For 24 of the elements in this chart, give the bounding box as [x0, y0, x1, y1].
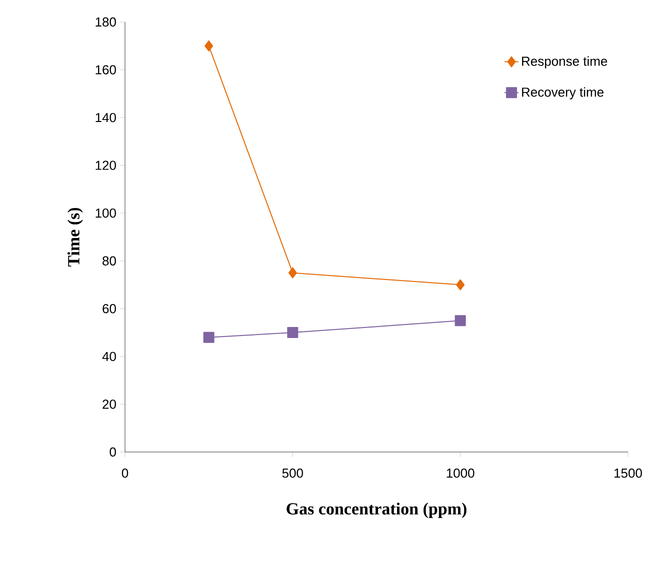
point: [456, 279, 465, 290]
y-tick-label: 0: [110, 447, 116, 457]
y-tick-label: 20: [102, 400, 116, 409]
y-tick-label: 40: [102, 352, 116, 362]
point: [288, 267, 297, 278]
x-tick-label: 1500: [614, 468, 642, 478]
y-tick-label: 160: [96, 65, 116, 74]
y-tick-label: 120: [96, 160, 116, 170]
x-axis-title: Gas concentration (ppm): [286, 502, 466, 518]
y-tick-label: 180: [96, 17, 116, 27]
y-tick-label: 140: [96, 112, 116, 122]
y-axis-title: Time (s): [68, 208, 83, 267]
point: [203, 332, 214, 343]
point: [454, 315, 466, 326]
x-tick-label: 1000: [446, 468, 474, 478]
point: [287, 327, 298, 338]
y-tick-label: 80: [102, 256, 116, 266]
legend-label: Response time: [522, 56, 608, 68]
y-tick-label: 60: [102, 304, 116, 314]
legend-label: Recovery time: [522, 87, 604, 100]
y-tick-label: 100: [96, 208, 116, 218]
point: [204, 40, 214, 52]
x-tick-label: 500: [282, 468, 304, 478]
x-tick-label: 0: [122, 468, 128, 478]
